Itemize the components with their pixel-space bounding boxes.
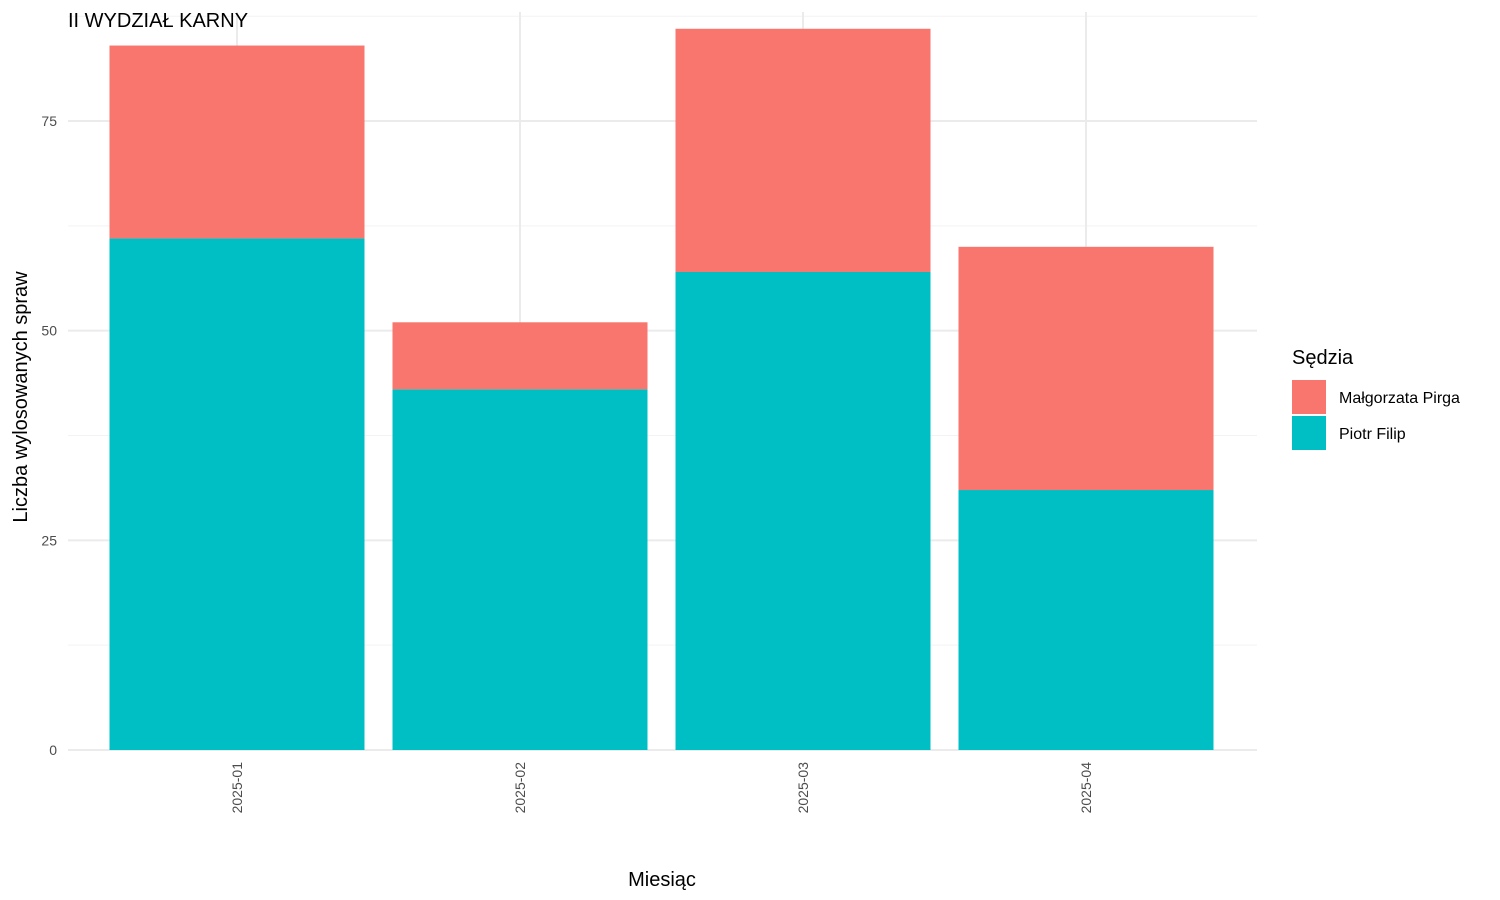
x-tick-label: 2025-03 (795, 762, 811, 814)
bar-2025-02-series-1 (392, 322, 648, 390)
x-tick-label: 2025-02 (512, 762, 528, 814)
bar-2025-04-series-0 (958, 490, 1214, 750)
legend-label: Piotr Filip (1339, 426, 1406, 443)
chart-title: II WYDZIAŁ KARNY (68, 10, 248, 32)
legend-title: Sędzia (1292, 347, 1354, 369)
bar-2025-03-series-1 (675, 28, 931, 272)
x-tick-label: 2025-01 (229, 762, 245, 814)
x-tick-label: 2025-04 (1078, 762, 1094, 814)
y-axis-title: Liczba wylosowanych spraw (10, 271, 32, 523)
bar-2025-01-series-0 (109, 238, 365, 750)
legend: Sędzia Małgorzata Pirga Piotr Filip (1292, 347, 1460, 450)
legend-swatch (1292, 380, 1326, 414)
legend-swatch (1292, 416, 1326, 450)
y-tick-label: 50 (41, 323, 57, 339)
bar-2025-04-series-1 (958, 246, 1214, 491)
bar-2025-02-series-0 (392, 389, 648, 750)
bar-2025-03-series-0 (675, 271, 931, 750)
x-axis-title: Miesiąc (628, 869, 696, 891)
y-tick-label: 25 (41, 532, 57, 548)
x-tick-labels: 2025-01 2025-02 2025-03 2025-04 (229, 762, 1094, 814)
bars (109, 28, 1214, 750)
y-tick-label: 75 (41, 113, 57, 129)
legend-items: Małgorzata Pirga Piotr Filip (1292, 380, 1460, 450)
y-tick-label: 0 (49, 742, 57, 758)
bar-2025-01-series-1 (109, 45, 365, 239)
legend-label: Małgorzata Pirga (1339, 390, 1460, 407)
y-tick-labels: 0 25 50 75 (41, 113, 57, 758)
